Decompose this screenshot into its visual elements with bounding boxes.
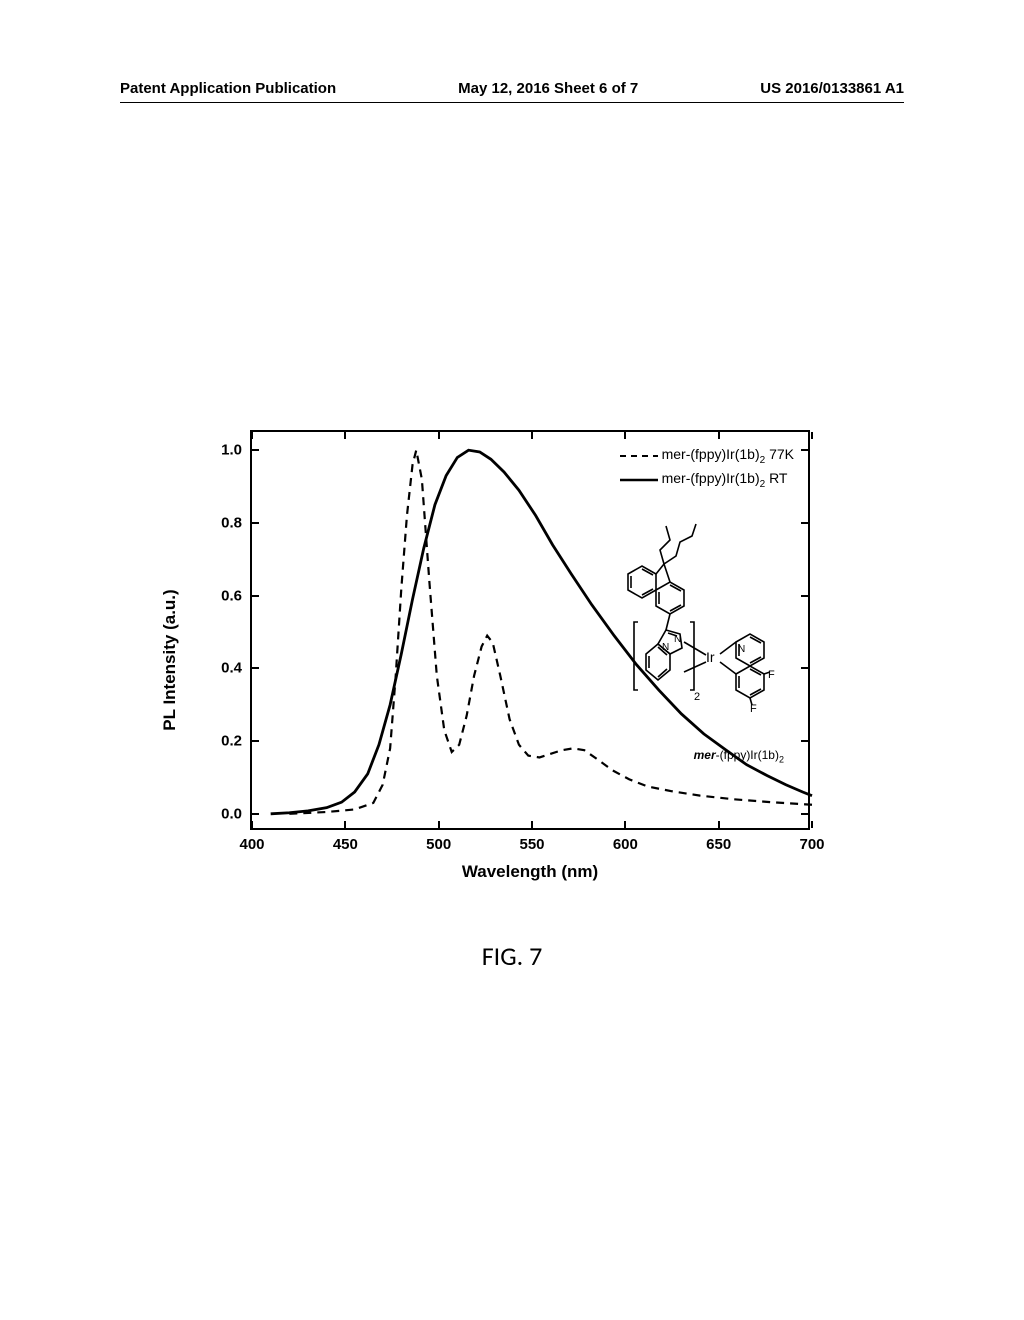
x-tick-label: 400 (239, 836, 264, 853)
header-right: US 2016/0133861 A1 (760, 80, 904, 97)
svg-text:F: F (768, 669, 775, 681)
y-tick-label: 0.6 (221, 587, 242, 604)
svg-text:F: F (750, 703, 757, 715)
y-tick-mark (801, 595, 808, 597)
legend-item-77k: mer-(fppy)Ir(1b)2 77K (620, 446, 794, 466)
y-tick-label: 0.4 (221, 660, 242, 677)
legend-item-rt: mer-(fppy)Ir(1b)2 RT (620, 470, 794, 490)
y-tick-mark (801, 740, 808, 742)
molecule-svg: N N 2 Ir (598, 522, 798, 752)
header-center: May 12, 2016 Sheet 6 of 7 (458, 80, 638, 97)
legend-swatch-solid (620, 472, 658, 488)
y-tick-mark (801, 813, 808, 815)
x-tick-mark (811, 432, 813, 439)
x-tick-label: 650 (706, 836, 731, 853)
svg-text:Ir: Ir (706, 649, 715, 665)
y-tick-mark (801, 667, 808, 669)
y-tick-mark (252, 595, 259, 597)
figure-label: FIG. 7 (482, 940, 543, 972)
legend-label-77k: mer-(fppy)Ir(1b)2 77K (662, 446, 794, 466)
y-tick-label: 0.0 (221, 805, 242, 822)
x-tick-mark (344, 821, 346, 828)
chart-plot-area: 0.00.20.40.60.81.0 400450500550600650700… (250, 430, 810, 830)
x-tick-mark (344, 432, 346, 439)
y-tick-label: 1.0 (221, 442, 242, 459)
y-tick-mark (801, 449, 808, 451)
x-tick-mark (251, 821, 253, 828)
x-tick-mark (718, 821, 720, 828)
x-tick-label: 600 (613, 836, 638, 853)
x-tick-mark (531, 432, 533, 439)
y-tick-mark (252, 813, 259, 815)
x-tick-label: 700 (799, 836, 824, 853)
molecule-caption-sub: 2 (779, 754, 784, 764)
y-tick-mark (252, 740, 259, 742)
molecule-caption-main: -(fppy)Ir(1b) (716, 748, 779, 762)
svg-text:2: 2 (694, 691, 700, 703)
x-tick-mark (811, 821, 813, 828)
y-axis-label: PL Intensity (a.u.) (160, 589, 180, 730)
x-tick-mark (251, 432, 253, 439)
x-tick-mark (531, 821, 533, 828)
x-tick-label: 450 (333, 836, 358, 853)
y-tick-label: 0.8 (221, 514, 242, 531)
x-tick-mark (624, 821, 626, 828)
molecule-structure: N N 2 Ir (598, 522, 798, 752)
legend-swatch-dashed (620, 448, 658, 464)
x-tick-mark (438, 821, 440, 828)
y-tick-mark (252, 667, 259, 669)
x-tick-label: 550 (519, 836, 544, 853)
chart-legend: mer-(fppy)Ir(1b)2 77K mer-(fppy)Ir(1b)2 … (620, 446, 794, 494)
molecule-caption: mer-(fppy)Ir(1b)2 (694, 748, 784, 764)
molecule-caption-prefix: mer (694, 748, 716, 762)
y-tick-label: 0.2 (221, 733, 242, 750)
y-tick-mark (252, 522, 259, 524)
x-axis-label: Wavelength (nm) (462, 862, 598, 882)
x-tick-label: 500 (426, 836, 451, 853)
header-rule (120, 102, 904, 103)
page-header: Patent Application Publication May 12, 2… (0, 80, 1024, 97)
y-tick-mark (801, 522, 808, 524)
pl-spectrum-chart: PL Intensity (a.u.) 0.00.20.40.60.81.0 4… (180, 420, 820, 900)
x-tick-mark (624, 432, 626, 439)
x-tick-mark (438, 432, 440, 439)
x-tick-mark (718, 432, 720, 439)
legend-label-rt: mer-(fppy)Ir(1b)2 RT (662, 470, 788, 490)
y-tick-mark (252, 449, 259, 451)
header-left: Patent Application Publication (120, 80, 336, 97)
